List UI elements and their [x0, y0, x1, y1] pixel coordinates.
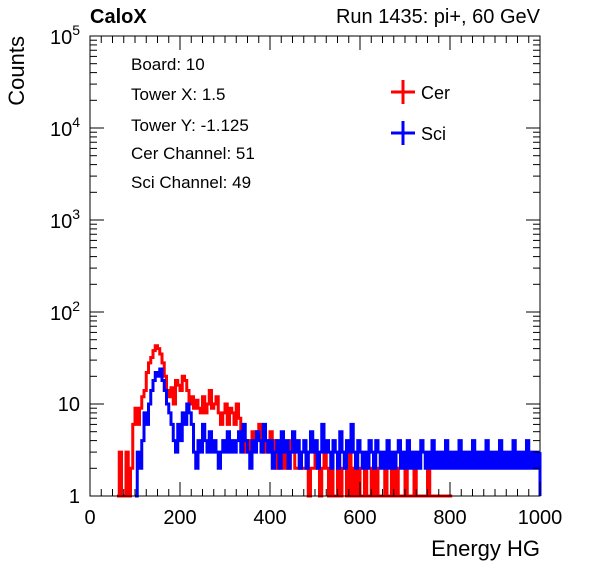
x-tick-label: 600: [343, 507, 376, 529]
x-tick-label: 0: [84, 507, 95, 529]
plot-frame: [89, 35, 541, 497]
brand-label: CaloX: [90, 6, 147, 28]
y-axis-title: Counts: [4, 36, 29, 106]
y-tick-label: 1: [69, 486, 80, 508]
x-tick-label: 400: [253, 507, 286, 529]
series-sci-line: [135, 367, 542, 498]
run-info-label: Run 1435: pi+, 60 GeV: [335, 6, 540, 28]
info-tower-x: Tower X: 1.5: [131, 85, 226, 104]
series-cer-line: [117, 344, 453, 498]
x-tick-label: 800: [433, 507, 466, 529]
y-tick-label: 103: [50, 206, 80, 233]
info-sci-channel: Sci Channel: 49: [131, 173, 252, 192]
legend-label-sci: Sci: [421, 124, 446, 144]
x-axis-title: Energy HG: [431, 536, 540, 561]
legend-label-cer: Cer: [421, 83, 450, 103]
y-tick-label: 105: [50, 22, 80, 49]
info-board: Board: 10: [131, 55, 205, 74]
y-tick-label: 104: [50, 114, 80, 141]
y-tick-label: 102: [50, 298, 80, 325]
info-cer-channel: Cer Channel: 51: [131, 144, 255, 163]
x-tick-label: 200: [163, 507, 196, 529]
info-tower-y: Tower Y: -1.125: [131, 116, 249, 135]
x-tick-label: 1000: [518, 507, 563, 529]
y-tick-label: 10: [58, 394, 80, 416]
